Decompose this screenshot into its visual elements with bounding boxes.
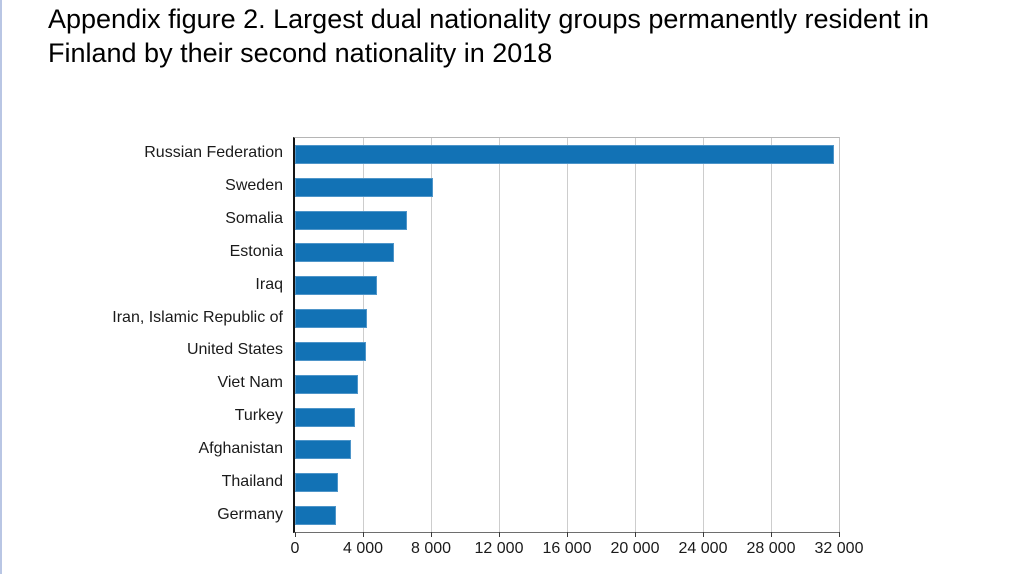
gridline	[703, 138, 704, 532]
bar	[295, 407, 356, 427]
x-axis-tick-label: 24 000	[678, 540, 728, 557]
x-axis-tick	[363, 532, 364, 537]
category-label: Turkey	[234, 407, 283, 425]
bar-row	[295, 433, 839, 466]
bar	[295, 144, 834, 164]
x-axis-tick	[839, 532, 840, 537]
bar-row	[295, 302, 839, 335]
category-label: Viet Nam	[217, 374, 283, 392]
x-axis-tick	[635, 532, 636, 537]
category-label: Estonia	[229, 242, 283, 260]
bar-row	[295, 236, 839, 269]
x-axis-tick	[567, 532, 568, 537]
bar-row	[295, 138, 839, 171]
x-axis-tickmarks	[295, 532, 840, 538]
category-label: Germany	[217, 505, 283, 523]
bar	[295, 440, 352, 460]
x-axis-tick-label: 12 000	[474, 540, 524, 557]
x-axis-tick-label: 28 000	[746, 540, 796, 557]
gridline	[567, 138, 568, 532]
category-label: Iran, Islamic Republic of	[112, 308, 283, 326]
x-axis-tick	[295, 532, 296, 537]
bar-row	[295, 499, 839, 532]
bar-row	[295, 368, 839, 401]
x-axis-tick-label: 8 000	[410, 540, 452, 557]
category-label: Sweden	[225, 177, 283, 195]
bar-row	[295, 401, 839, 434]
x-axis-tick-label: 20 000	[610, 540, 660, 557]
bar	[295, 341, 367, 361]
gridline	[363, 138, 364, 532]
bars	[295, 138, 839, 532]
x-axis-tick	[431, 532, 432, 537]
bar	[295, 473, 339, 493]
chart-title: Appendix figure 2. Largest dual national…	[48, 4, 930, 68]
window-left-edge	[0, 0, 2, 574]
bar	[295, 177, 433, 197]
gridline	[635, 138, 636, 532]
category-label: Thailand	[221, 472, 283, 490]
bar	[295, 309, 368, 329]
category-labels: Russian Federation Sweden Somalia Estonia Ir…	[0, 137, 283, 531]
x-axis-tick-label: 16 000	[542, 540, 592, 557]
bar	[295, 243, 394, 263]
bar-row	[295, 204, 839, 237]
bar	[295, 276, 377, 296]
gridline	[771, 138, 772, 532]
category-label: Somalia	[225, 210, 283, 228]
bar-row	[295, 171, 839, 204]
x-axis-tick	[703, 532, 704, 537]
bar	[295, 374, 358, 394]
category-label: Afghanistan	[198, 439, 283, 457]
bar-row	[295, 466, 839, 499]
bar-row	[295, 335, 839, 368]
plot-area	[293, 137, 840, 533]
x-axis-labels: 0 4 000 8 000 12 000 16 000 20 000 24 000 28 00…	[291, 540, 864, 562]
x-axis-tick-label: 32 000	[814, 540, 864, 557]
category-label: Iraq	[255, 275, 283, 293]
category-label: United States	[186, 341, 283, 359]
x-axis-tick	[499, 532, 500, 537]
category-label: Russian Federation	[144, 144, 283, 162]
gridline	[431, 138, 432, 532]
bar	[295, 210, 408, 230]
x-axis-tick-label: 0	[290, 540, 300, 557]
gridline	[499, 138, 500, 532]
bar-row	[295, 269, 839, 302]
x-axis-tick-label: 4 000	[342, 540, 384, 557]
x-axis-tick	[771, 532, 772, 537]
bar	[295, 506, 336, 526]
